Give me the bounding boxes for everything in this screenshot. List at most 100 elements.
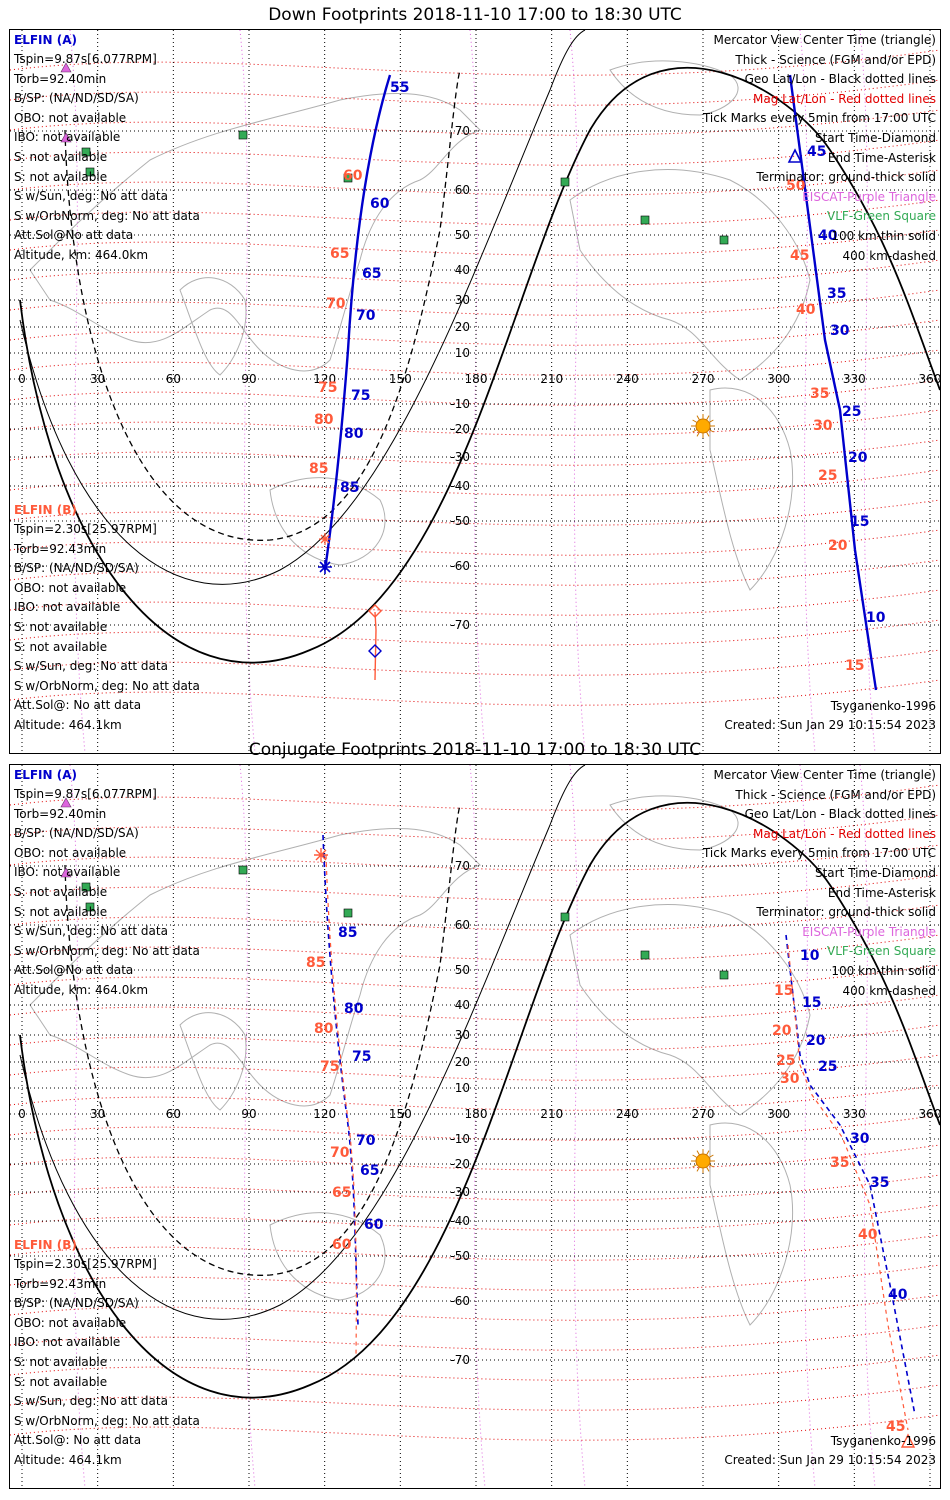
- lat-tick-label: 20: [455, 1055, 470, 1069]
- elfin-b-track-label: 80: [314, 1021, 334, 1037]
- mag-lon-line: [859, 765, 876, 1488]
- elfin-b-track-label: 40: [796, 302, 816, 318]
- legend-mag-line: Mag Lat/Lon - Red dotted lines: [752, 826, 936, 841]
- map-canvas: 0 30 60 90 120 150 180 210 240 270 300 330 360706050…: [10, 765, 940, 1488]
- vlf-station-square: [85, 167, 95, 177]
- elfin-a-track-label: 25: [842, 404, 861, 420]
- elfin-a-info-line: S w/Sun, deg: No att data: [14, 189, 168, 204]
- mag-lat-line: [10, 1324, 940, 1351]
- elfin-b-track-label: 75: [320, 1059, 339, 1075]
- legend-mag-line: Mag Lat/Lon - Red dotted lines: [752, 91, 936, 106]
- mag-lat-line: [10, 1294, 940, 1321]
- elfin-b-info-line: Tspin=2.30s[25.97RPM]: [14, 1257, 157, 1271]
- elfin-b-info-line: Tspin=2.30s[25.97RPM]: [14, 522, 157, 536]
- sun-ray: [706, 431, 710, 437]
- vlf-station-square: [719, 970, 729, 980]
- legend-line: 100 km-thin solid: [831, 964, 936, 978]
- elfin-b-info-line: S w/Sun, deg: No att data: [14, 1394, 168, 1409]
- mag-lon-line: [469, 30, 486, 753]
- elfin-a-info-line: S w/OrbNorm, deg: No att data: [14, 943, 200, 958]
- legend-line: Start Time-Diamond: [814, 131, 936, 145]
- lat-tick-label: 60: [455, 918, 470, 932]
- eiscat-station-triangle: [60, 867, 72, 878]
- lon-tick-label: 30: [90, 1107, 105, 1121]
- lat-tick-label: 70: [455, 124, 470, 138]
- elfin-a-info-line: IBO: not available: [14, 865, 121, 880]
- vlf-station-square: [238, 130, 248, 140]
- map-canvas: 0 30 60 90 120 150 180 210 240 270 300 330 360706050…: [10, 30, 940, 753]
- conjugate-footprints-map: 0 30 60 90 120 150 180 210 240 270 300 330 360 70 60 50…: [9, 764, 941, 1489]
- lat-tick-label: -60: [450, 559, 470, 573]
- sun-ray: [696, 431, 700, 437]
- vlf-station-square: [560, 177, 570, 187]
- mag-lat-line: [10, 874, 940, 901]
- sun-ray: [706, 1150, 710, 1156]
- lat-tick-label: -30: [450, 450, 470, 464]
- legend-line: 100 km-thin solid: [831, 229, 936, 243]
- elfin-b-track-label: 50: [786, 178, 806, 194]
- elfin-b-info-line: Att.Sol@: No att data: [14, 698, 142, 713]
- elfin-b-name: ELFIN (B): [14, 1238, 77, 1252]
- down-footprints-map: 0 30 60 90 120 150 180 210 240 270 300 330 360 70 60 50…: [9, 29, 941, 754]
- terminator-400km: [64, 69, 461, 541]
- terminator-ground: [19, 802, 940, 1399]
- elfin-b-track-label: 15: [845, 658, 864, 674]
- elfin-a-info-line: B/SP: (NA/ND/SD/SA): [14, 826, 139, 841]
- lat-tick-label: -70: [450, 618, 470, 632]
- mag-lon-line: [239, 30, 256, 753]
- lon-tick-label: 60: [166, 1107, 181, 1121]
- terminator-ground: [19, 67, 940, 664]
- lon-tick-label: 60: [166, 372, 181, 386]
- elfin-a-track-label: 60: [364, 1217, 384, 1233]
- sun-ray: [706, 1166, 710, 1172]
- eiscat-station-triangle: [60, 797, 72, 808]
- lat-tick-label: -20: [450, 422, 470, 436]
- elfin-b-track-label: 60: [332, 1237, 352, 1253]
- sun-ray: [696, 415, 700, 421]
- legend-line: 400 km-dashed: [842, 248, 936, 263]
- elfin-a-info-line: IBO: not available: [14, 130, 121, 145]
- mag-lon-line: [69, 30, 86, 753]
- legend-line: Terminator: ground-thick solid: [756, 170, 936, 185]
- legend-line: Tick Marks every 5min from 17:00 UTC: [702, 846, 936, 861]
- elfin-a-track-label: 75: [351, 388, 370, 404]
- terminator-400km: [64, 804, 461, 1276]
- elfin-a-track-label: 10: [866, 610, 886, 626]
- elfin-b-track-label: 75: [318, 380, 337, 396]
- mag-lat-line: [10, 964, 940, 991]
- coastline-0: [29, 92, 481, 372]
- elfin-b-info-line: B/SP: (NA/ND/SD/SA): [14, 1296, 139, 1311]
- elfin-a-info-line: Att.Sol@No att data: [14, 963, 134, 978]
- lon-tick-label: 120: [313, 1107, 336, 1121]
- coastline-2: [269, 477, 386, 566]
- legend-eiscat: EISCAT-Purple Triangle: [802, 189, 936, 204]
- elfin-a-track-label: 30: [830, 323, 850, 339]
- model-name: Tsyganenko-1996: [830, 1434, 936, 1448]
- lon-tick-label: 210: [540, 372, 563, 386]
- elfin-b-info-line: S: not available: [14, 620, 108, 634]
- end-time-asterisk: [319, 533, 331, 545]
- lon-tick-label: 150: [389, 372, 412, 386]
- elfin-b-info-line: S w/OrbNorm, deg: No att data: [14, 678, 200, 693]
- coastline-4: [709, 387, 794, 591]
- legend-vlf: VLF-Green Square: [827, 209, 936, 224]
- elfin-a-track-label: 70: [356, 1133, 376, 1149]
- sun-ray: [696, 1166, 700, 1172]
- elfin-a-track-label: 25: [818, 1059, 837, 1075]
- sun-ray: [706, 415, 710, 421]
- elfin-a-track-label: 20: [848, 450, 868, 466]
- lon-tick-label: 180: [465, 372, 488, 386]
- legend-line: 400 km-dashed: [842, 983, 936, 998]
- sun-ray: [708, 1154, 714, 1158]
- elfin-b-track-label: 45: [886, 1419, 905, 1435]
- lat-tick-label: -10: [450, 397, 470, 411]
- elfin-a-track-label: 20: [806, 1033, 826, 1049]
- vlf-station-square: [238, 865, 248, 875]
- lat-tick-label: -40: [450, 479, 470, 493]
- coastline-3: [569, 169, 811, 381]
- elfin-b-track-label: 70: [326, 296, 346, 312]
- coastline-1: [179, 1012, 247, 1111]
- lat-tick-label: -40: [450, 1214, 470, 1228]
- lat-tick-label: -60: [450, 1294, 470, 1308]
- vlf-station-square: [343, 173, 353, 183]
